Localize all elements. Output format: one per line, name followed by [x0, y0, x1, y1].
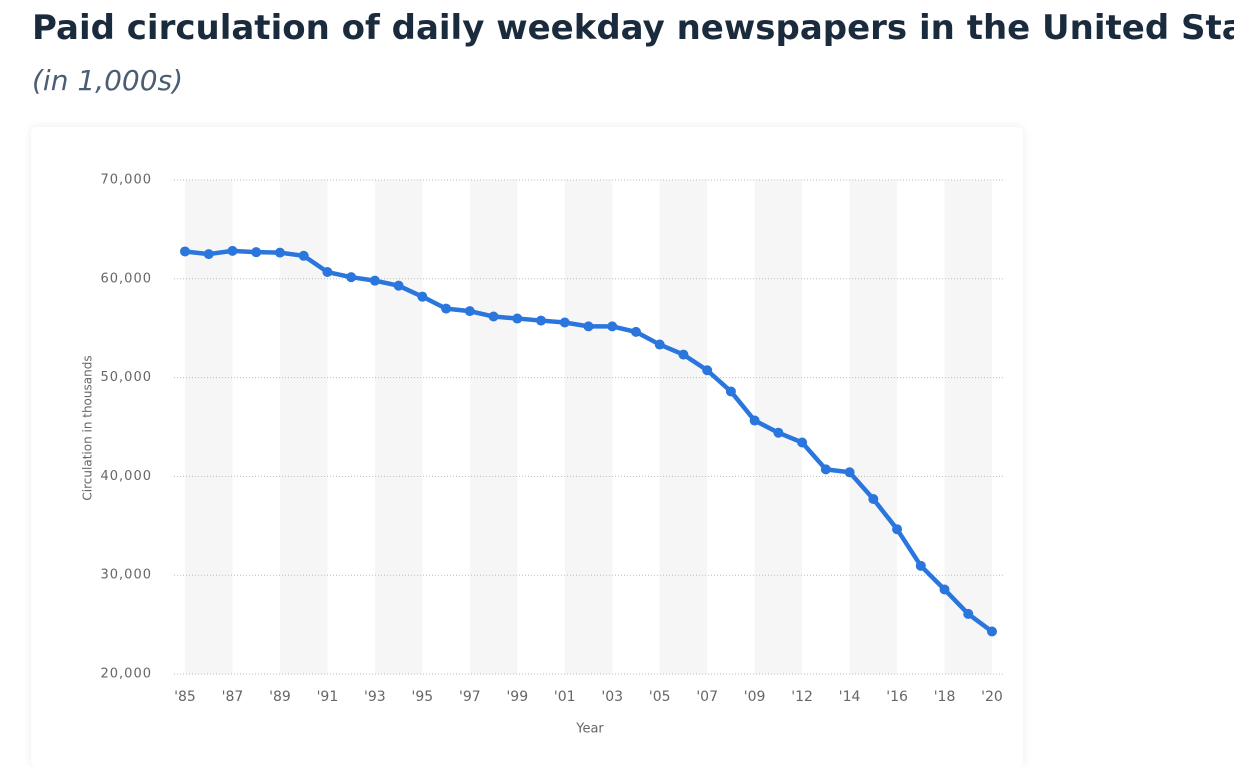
- y-tick-label: 20,000: [101, 667, 153, 682]
- y-axis-label: Circulation in thousands: [81, 355, 95, 500]
- x-tick-label: '85: [174, 689, 196, 705]
- point: [844, 467, 855, 478]
- x-tick-label: '07: [696, 689, 718, 705]
- point: [298, 250, 309, 261]
- point: [630, 326, 641, 337]
- x-tick-label: '14: [839, 689, 861, 705]
- x-tick-label: '95: [412, 689, 434, 705]
- point: [488, 311, 499, 322]
- point: [180, 246, 190, 257]
- point: [536, 315, 547, 326]
- x-tick-label: '20: [981, 689, 1003, 705]
- point: [607, 321, 618, 332]
- point: [251, 247, 262, 258]
- x-tick-label: '09: [744, 689, 766, 705]
- point: [464, 306, 475, 317]
- y-tick-label: 30,000: [101, 568, 153, 583]
- point: [915, 560, 926, 571]
- x-tick-label: '03: [601, 689, 623, 705]
- y-tick-label: 40,000: [101, 469, 153, 484]
- band: [944, 180, 992, 674]
- point: [559, 317, 570, 328]
- band: [659, 180, 708, 674]
- band: [374, 180, 423, 674]
- point: [654, 339, 665, 350]
- band: [185, 180, 233, 674]
- point: [227, 245, 238, 256]
- band: [849, 180, 898, 674]
- x-tick-label: '05: [649, 689, 671, 705]
- chart-subtitle: (in 1,000s): [32, 64, 184, 97]
- chart-title: Paid circulation of daily weekday newspa…: [32, 8, 1234, 48]
- y-tick-label: 60,000: [101, 271, 153, 286]
- x-tick-label: '93: [364, 689, 386, 705]
- x-axis-label: Year: [575, 722, 604, 737]
- point: [749, 415, 760, 426]
- point: [702, 365, 713, 376]
- point: [369, 275, 380, 286]
- point: [773, 427, 784, 438]
- x-tick-label: '01: [554, 689, 576, 705]
- x-tick-label: '18: [934, 689, 956, 705]
- point: [725, 386, 736, 397]
- x-tick-label: '16: [886, 689, 908, 705]
- point: [678, 349, 689, 360]
- point: [322, 267, 333, 278]
- point: [939, 584, 950, 595]
- point: [892, 524, 903, 535]
- point: [512, 313, 523, 324]
- point: [868, 494, 879, 505]
- point: [583, 321, 594, 332]
- point: [987, 626, 997, 637]
- point: [393, 280, 404, 291]
- point: [441, 303, 452, 314]
- x-tick-label: '12: [791, 689, 813, 705]
- chart: Year Circulation in thousands 20,000 30,0…: [81, 173, 1005, 737]
- x-tick-label: '99: [506, 689, 528, 705]
- x-tick-label: '87: [222, 689, 244, 705]
- point: [797, 437, 808, 448]
- point: [203, 249, 214, 260]
- y-tick-label: 50,000: [101, 370, 153, 385]
- band: [469, 180, 518, 674]
- point: [963, 608, 974, 619]
- band: [754, 180, 803, 674]
- x-tick-label: '91: [317, 689, 339, 705]
- point: [274, 247, 285, 258]
- page: Paid circulation of daily weekday newspa…: [32, 8, 1234, 737]
- y-tick-label: 70,000: [101, 173, 153, 188]
- x-tick-label: '97: [459, 689, 481, 705]
- point: [820, 464, 831, 475]
- point: [346, 272, 357, 283]
- band: [564, 180, 613, 674]
- point: [417, 291, 428, 302]
- x-tick-label: '89: [269, 689, 291, 705]
- band: [279, 180, 328, 674]
